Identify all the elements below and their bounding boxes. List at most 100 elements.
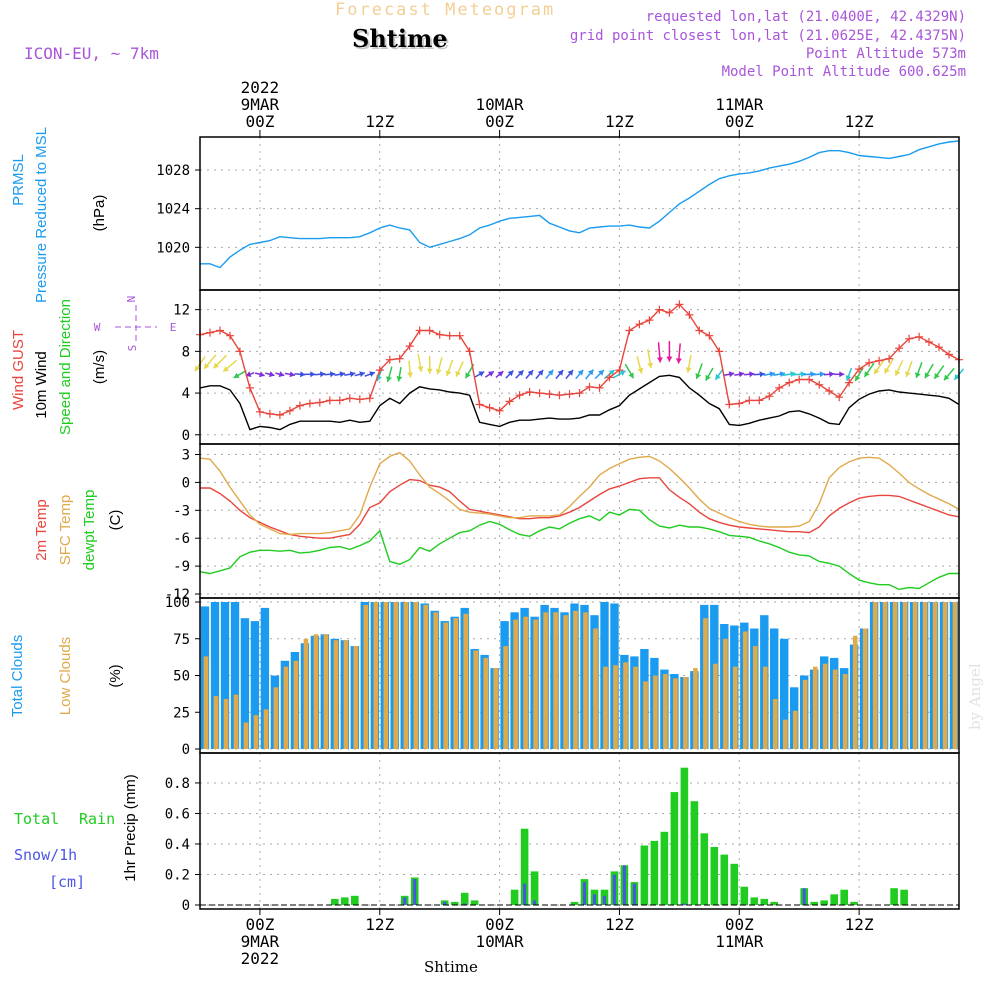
- gust-marker: [455, 331, 464, 340]
- ylabel-celsius: (C): [107, 510, 124, 531]
- rain-bar: [460, 892, 469, 905]
- ylabel-dewpt-temp: dewpt Temp: [81, 490, 98, 571]
- gust-marker: [835, 393, 844, 402]
- snow-bar: [802, 888, 806, 905]
- y-tick-label: 0: [182, 475, 190, 491]
- bottom-hour-label: 00Z: [725, 915, 754, 934]
- total-cloud-bar: [260, 607, 270, 749]
- gust-marker: [505, 397, 514, 406]
- gust-marker: [725, 400, 734, 409]
- wind-arrow-head: [213, 362, 220, 369]
- gust-marker: [325, 396, 334, 405]
- bottom-hour-label: 12Z: [845, 915, 874, 934]
- rain-bar: [830, 894, 838, 905]
- wind-arrow-head: [728, 371, 735, 378]
- low-cloud-bar: [793, 710, 798, 749]
- wind-gust-line: [199, 303, 960, 416]
- total-cloud-bar: [770, 628, 779, 749]
- ylabel-total-clouds: Total Clouds: [9, 635, 26, 718]
- gust-marker: [745, 396, 754, 405]
- pressure-line: [200, 140, 960, 269]
- total-cloud-bar: [230, 602, 240, 749]
- wind-arrow-head: [320, 371, 326, 378]
- top-hour-label: 12Z: [845, 112, 874, 131]
- y-tick-label: 50: [173, 669, 190, 685]
- y-tick-label: 0.6: [165, 806, 190, 822]
- rain-bar: [760, 898, 769, 905]
- wind-arrow-head: [223, 366, 229, 372]
- bottom-hour-label: 00Z: [245, 915, 274, 934]
- rain-bar: [700, 833, 709, 905]
- y-tick-label: 3: [182, 448, 190, 464]
- ylabel-wind-gust: Wind GUST: [10, 330, 27, 410]
- wind-arrow-head: [547, 369, 554, 376]
- top-hour-label: 12Z: [365, 112, 394, 131]
- snow-bar: [602, 895, 606, 905]
- gust-marker: [815, 380, 824, 389]
- low-cloud-bar: [872, 602, 878, 749]
- low-cloud-bar: [443, 622, 448, 749]
- wind-arrow-head: [839, 371, 845, 378]
- requested-coords: requested lon,lat (21.0400E, 42.4329N): [645, 9, 966, 25]
- gust-marker: [335, 396, 344, 405]
- snow-bar: [612, 874, 616, 905]
- total-cloud-bar: [250, 621, 260, 749]
- y-tick-label: 0.2: [165, 867, 190, 883]
- wind-arrow-head: [934, 373, 940, 379]
- low-cloud-bar: [483, 657, 488, 749]
- compass-e: E: [170, 321, 177, 334]
- total-cloud-bar: [220, 602, 230, 749]
- compass-rose: N S W E: [94, 296, 177, 352]
- rain-bar: [900, 889, 908, 905]
- low-cloud-bar: [633, 666, 638, 749]
- gust-marker: [235, 347, 244, 356]
- ylabel-precip: 1hr Precip (mm): [122, 774, 139, 882]
- low-cloud-bar: [743, 631, 748, 749]
- rain-bar: [341, 897, 349, 905]
- low-cloud-bar: [733, 666, 738, 749]
- wind-arrow-head: [386, 376, 392, 382]
- gust-marker: [595, 383, 604, 392]
- legend-total: Total: [14, 810, 59, 828]
- gust-marker: [945, 350, 953, 359]
- wind-arrow-head: [359, 371, 365, 378]
- low-cloud-bar: [763, 666, 768, 749]
- y-tick-label: 8: [182, 344, 190, 360]
- rain-bar: [670, 792, 679, 905]
- top-hour-label: 00Z: [245, 112, 274, 131]
- low-cloud-bar: [243, 722, 249, 749]
- snow-bar: [593, 894, 596, 905]
- rain-bar: [840, 889, 848, 905]
- low-cloud-bar: [313, 634, 319, 749]
- low-cloud-bar: [363, 604, 369, 749]
- low-cloud-bar: [852, 635, 858, 749]
- rain-bar: [810, 901, 818, 905]
- rain-bar: [470, 900, 479, 905]
- low-cloud-bar: [523, 616, 528, 749]
- y-tick-label: 0.4: [165, 837, 190, 853]
- y-tick-label: 25: [173, 705, 190, 721]
- gust-marker: [625, 326, 634, 335]
- rain-bar: [820, 900, 828, 905]
- rain-bar: [750, 897, 759, 905]
- low-cloud-bar: [723, 638, 728, 750]
- ylabel-percent: (%): [107, 664, 124, 687]
- low-cloud-bar: [343, 640, 349, 749]
- y-tick-label: 1024: [156, 202, 190, 218]
- gust-marker: [645, 316, 654, 325]
- top-time-axis: 00Z 12Z 00Z 12Z 00Z 12Z 9MAR 10MAR 11MAR 2022: [241, 78, 874, 137]
- gust-marker: [515, 391, 524, 400]
- wind-arrow-head: [567, 370, 574, 376]
- gust-marker: [375, 366, 384, 375]
- wind-arrow-head: [233, 372, 240, 378]
- gust-marker: [915, 332, 924, 341]
- wind-arrow-head: [705, 374, 711, 381]
- wind-arrow-head: [435, 368, 442, 375]
- y-tick-label: 100: [165, 595, 190, 611]
- low-cloud-bar: [373, 602, 379, 749]
- ylabel-ms: (m/s): [91, 350, 108, 384]
- gust-marker: [795, 375, 804, 384]
- wind-arrow-head: [507, 370, 514, 377]
- low-cloud-bar: [403, 602, 409, 749]
- wind-arrow-head: [759, 371, 765, 378]
